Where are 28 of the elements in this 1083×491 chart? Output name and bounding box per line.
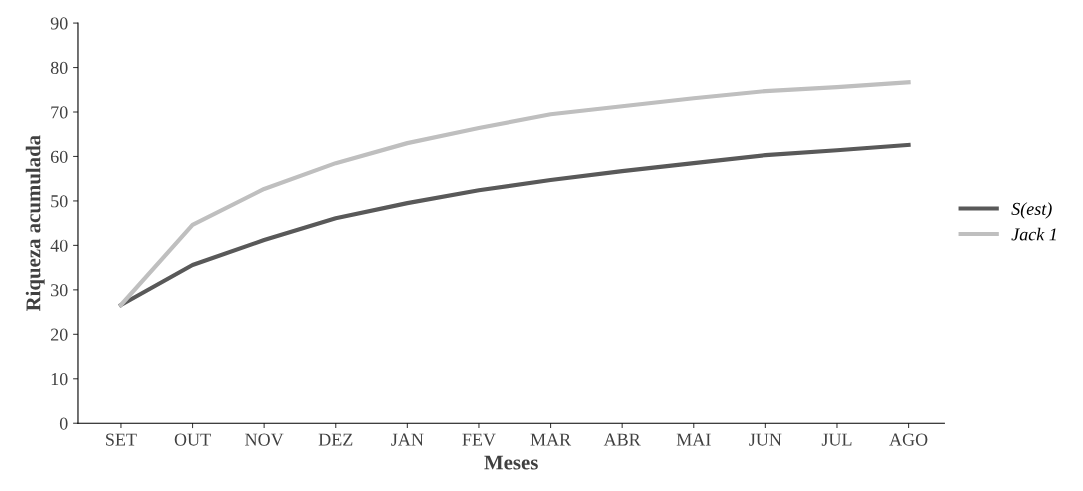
x-axis-title: Meses [484,455,538,470]
x-tick-label: MAI [676,433,711,446]
y-tick-label: 0 [59,417,68,430]
y-tick-label: 80 [50,61,68,74]
legend-label: Jack 1 [1011,227,1056,241]
x-tick-label: FEV [462,433,496,446]
line-series [118,80,911,308]
y-tick-label: 50 [51,195,68,208]
x-tick-label: OUT [174,433,211,446]
x-tick-label: SET [106,433,137,446]
y-tick-label: 90 [50,17,68,30]
y-tick-label: 10 [51,373,68,386]
x-tick-label: AGO [889,433,928,446]
x-tick-label: DEZ [318,433,353,446]
y-tick-label: 30 [51,284,68,297]
x-tick-label: ABR [603,433,641,446]
x-tick-label: MAR [530,433,572,446]
y-tick-label: 40 [50,239,68,252]
y-tick-label: 60 [50,150,68,163]
x-tick-label: NOV [245,433,284,446]
x-tick-label: JAN [391,433,424,446]
line-series [118,142,911,308]
x-tick-label: JUN [749,433,782,446]
legend-label: S(est) [1011,202,1052,219]
y-tick-label: 70 [51,106,68,119]
y-axis-title: Riqueza acumulada [25,135,45,312]
x-tick-label: JUL [821,433,852,446]
y-tick-label: 20 [50,328,68,341]
